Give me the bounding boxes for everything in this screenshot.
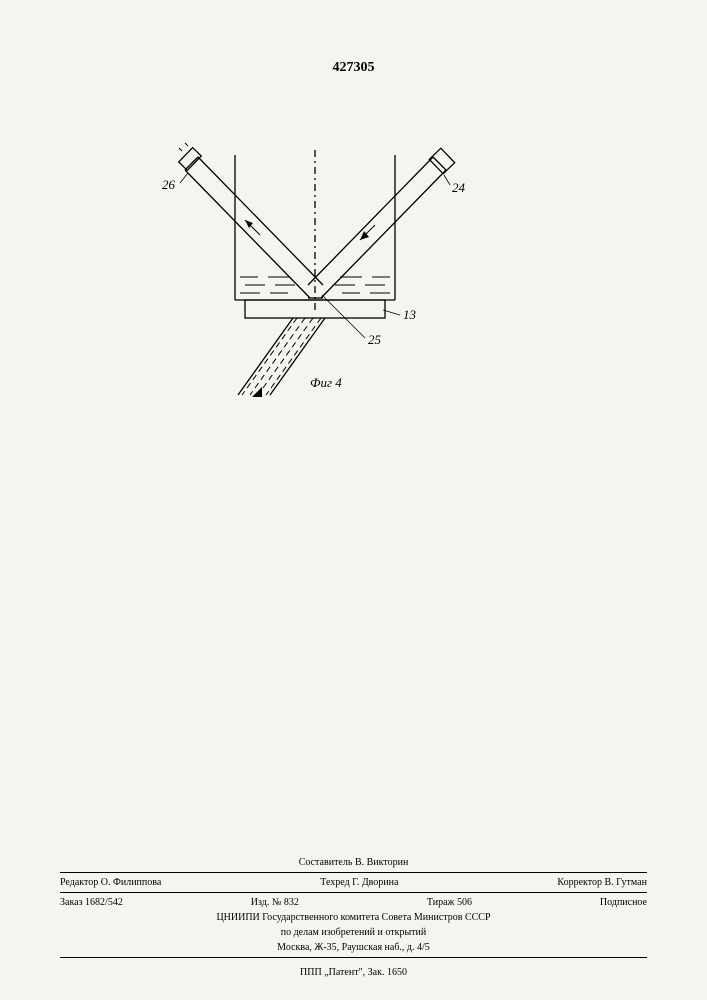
subscription-cell: Подписное xyxy=(600,897,647,908)
org-line-2: по делам изобретений и открытий xyxy=(60,925,647,940)
footer-block: Составитель В. Викторин Редактор О. Фили… xyxy=(60,855,647,960)
tirage-label: Тираж xyxy=(427,897,455,908)
patent-page: 427305 xyxy=(0,0,707,1000)
address-line: Москва, Ж-35, Раушская наб., д. 4/5 xyxy=(60,940,647,955)
techred-name: Г. Дворина xyxy=(352,877,398,888)
order-value: 1682/542 xyxy=(85,897,123,908)
order-label: Заказ xyxy=(60,897,83,908)
techred-label: Техред xyxy=(320,877,349,888)
editor-label: Редактор xyxy=(60,877,98,888)
figure-4: 26 24 13 25 Фиг 4 xyxy=(150,135,490,425)
izd-label: Изд. № xyxy=(251,897,282,908)
print-info-row: Заказ 1682/542 Изд. № 832 Тираж 506 Подп… xyxy=(60,895,647,910)
compiler-line: Составитель В. Викторин xyxy=(60,855,647,870)
corrector-label: Корректор xyxy=(557,877,602,888)
figure-caption: Фиг 4 xyxy=(310,375,342,391)
footer-divider-3 xyxy=(60,957,647,958)
tirage-value: 506 xyxy=(457,897,472,908)
izd-value: 832 xyxy=(284,897,299,908)
patent-number: 427305 xyxy=(0,60,707,76)
izd-cell: Изд. № 832 xyxy=(251,897,299,908)
compiler-label: Составитель xyxy=(299,857,353,868)
tirage-cell: Тираж 506 xyxy=(427,897,472,908)
footer-divider-1 xyxy=(60,872,647,873)
label-13: 13 xyxy=(403,307,416,323)
org-line-1: ЦНИИПИ Государственного комитета Совета … xyxy=(60,910,647,925)
label-24: 24 xyxy=(452,180,465,196)
print-stamp: ППП „Патент", Зак. 1650 xyxy=(0,967,707,978)
techred-cell: Техред Г. Дворина xyxy=(320,877,398,888)
corrector-cell: Корректор В. Гутман xyxy=(557,877,647,888)
compiler-name: В. Викторин xyxy=(355,857,408,868)
corrector-name: В. Гутман xyxy=(604,877,647,888)
footer-divider-2 xyxy=(60,892,647,893)
label-25: 25 xyxy=(368,332,381,348)
order-cell: Заказ 1682/542 xyxy=(60,897,123,908)
credits-row: Редактор О. Филиппова Техред Г. Дворина … xyxy=(60,875,647,890)
label-26: 26 xyxy=(162,177,175,193)
editor-cell: Редактор О. Филиппова xyxy=(60,877,161,888)
editor-name: О. Филиппова xyxy=(101,877,162,888)
